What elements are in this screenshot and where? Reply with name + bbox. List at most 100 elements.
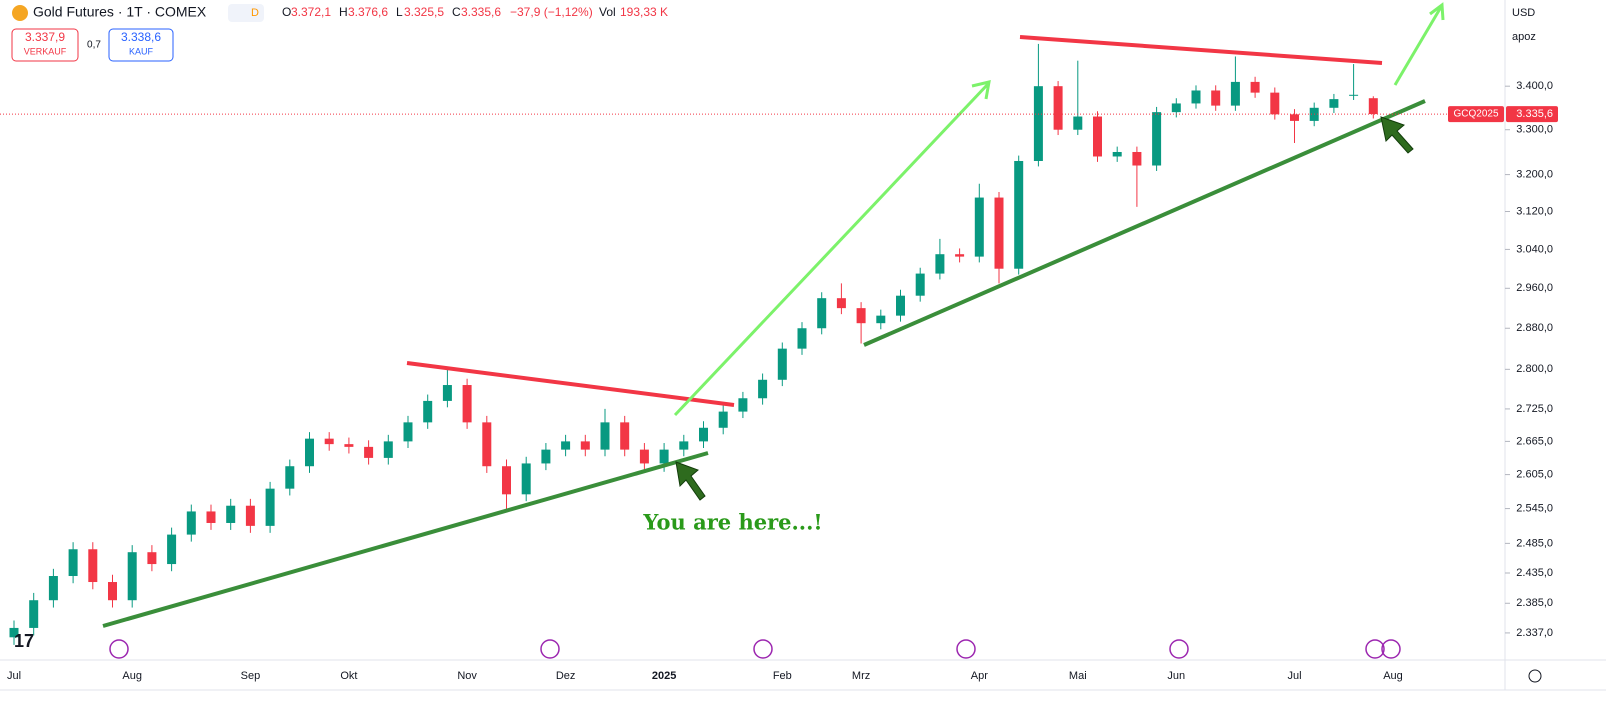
symbol-icon <box>12 5 28 21</box>
y-tick-label: 2.800,0 <box>1516 363 1553 375</box>
x-tick-label: Jun <box>1167 670 1185 682</box>
sell-button[interactable] <box>11 28 79 62</box>
x-tick-label: Feb <box>773 670 792 682</box>
candle-body <box>639 449 649 464</box>
projection-arrow <box>673 80 991 417</box>
change: −37,9 (−1,12%) <box>510 5 593 19</box>
x-tick-label: 2025 <box>652 670 676 682</box>
candle-body <box>620 422 630 450</box>
sell-price: 3.337,9 <box>25 30 65 44</box>
scale-mode[interactable]: apoz <box>1512 31 1536 43</box>
candle-body <box>482 422 492 467</box>
candle-body <box>580 441 590 450</box>
y-tick-label: 2.665,0 <box>1516 435 1553 447</box>
y-tick-label: 2.960,0 <box>1516 282 1553 294</box>
candle-body <box>403 422 413 442</box>
candle-body <box>699 427 708 442</box>
candle-body <box>994 197 1004 269</box>
y-tick-label: 3.300,0 <box>1516 124 1553 136</box>
candle-body <box>502 466 511 495</box>
candle-body <box>245 505 255 526</box>
candle-body <box>1349 94 1359 96</box>
currency[interactable]: USD <box>1512 7 1535 19</box>
candle-body <box>974 197 984 257</box>
event-icons <box>109 639 1401 659</box>
candle-body <box>836 298 846 309</box>
candle-body <box>108 582 117 601</box>
ohlc-value: 3.372,1 <box>291 5 331 19</box>
y-tick-label: 2.880,0 <box>1516 322 1553 334</box>
x-tick-label: Sep <box>241 670 261 682</box>
candle-body <box>1132 151 1142 166</box>
x-tick-label: Mrz <box>852 670 870 682</box>
candle-body <box>659 449 669 464</box>
badge: D <box>251 7 259 19</box>
candle-body <box>48 576 58 601</box>
support-line <box>102 451 709 628</box>
y-tick-label: 2.485,0 <box>1516 537 1553 549</box>
candle-body <box>817 298 827 329</box>
candle-body <box>442 385 452 401</box>
candle-body <box>541 449 551 464</box>
candle-body <box>265 488 275 526</box>
y-tick-label: 2.435,0 <box>1516 567 1553 579</box>
candle-body <box>915 273 925 296</box>
x-tick-label: Jul <box>7 670 21 682</box>
candle-body <box>777 348 787 380</box>
resistance-line <box>406 361 735 407</box>
badge-bg <box>228 4 264 22</box>
y-tick-label: 3.040,0 <box>1516 243 1553 255</box>
candle-body <box>856 308 866 324</box>
candle-body <box>1368 98 1378 115</box>
y-tick-label: 3.120,0 <box>1516 205 1553 217</box>
ohlc-label: O <box>282 5 291 19</box>
y-tick-label: 3.200,0 <box>1516 169 1553 181</box>
ohlc-label: Vol <box>599 5 616 19</box>
spread: 0,7 <box>87 40 101 51</box>
ohlc-label: C <box>452 5 461 19</box>
legend-header: Gold Futures · 1T · COMEX D O 3.372,1 H … <box>11 4 668 62</box>
x-tick-label: Dez <box>556 670 576 682</box>
symbol-tag-bg <box>1448 106 1504 123</box>
candle-body <box>561 441 571 450</box>
candle-body <box>1270 92 1280 115</box>
buy-button[interactable] <box>108 28 174 62</box>
candle-body <box>896 295 905 316</box>
pointer-arrow <box>675 461 706 501</box>
ohlc-value: 3.376,6 <box>348 5 388 19</box>
y-tick-label: 2.337,0 <box>1516 627 1553 639</box>
x-tick-label: Nov <box>457 670 477 682</box>
candle-body <box>935 254 945 274</box>
candle-body <box>521 463 531 495</box>
symbol-title: Gold Futures · 1T · COMEX <box>33 4 207 20</box>
candle-body <box>285 466 295 489</box>
pointer-arrow <box>1380 116 1414 154</box>
volume: 193,33 K <box>620 5 668 19</box>
candle-body <box>1152 112 1162 166</box>
ohlc-label: L <box>396 5 403 19</box>
y-tick-label: 2.545,0 <box>1516 502 1553 514</box>
x-tick-label: Aug <box>122 670 142 682</box>
candle-body <box>206 511 216 523</box>
candle-body <box>147 552 157 565</box>
candle-body <box>1033 86 1043 161</box>
candle-body <box>738 398 748 412</box>
candle-body <box>1171 103 1181 113</box>
candle-body <box>167 534 177 565</box>
candle-body <box>718 411 728 428</box>
candle-body <box>1093 116 1102 157</box>
plot-area <box>9 43 1378 645</box>
candle-body <box>955 254 965 257</box>
buy-price: 3.338,6 <box>121 30 161 44</box>
settings-icon[interactable] <box>1528 669 1542 683</box>
y-tick-label: 3.400,0 <box>1516 80 1553 92</box>
sell-label: VERKAUF <box>24 46 67 56</box>
candle-body <box>344 444 354 447</box>
candle-body <box>1211 90 1221 106</box>
candle-body <box>127 552 137 601</box>
candle-body <box>29 600 39 628</box>
symbol-tag: GCQ2025 <box>1453 109 1498 120</box>
candle-body <box>1112 151 1122 157</box>
candle-body <box>1230 81 1240 106</box>
